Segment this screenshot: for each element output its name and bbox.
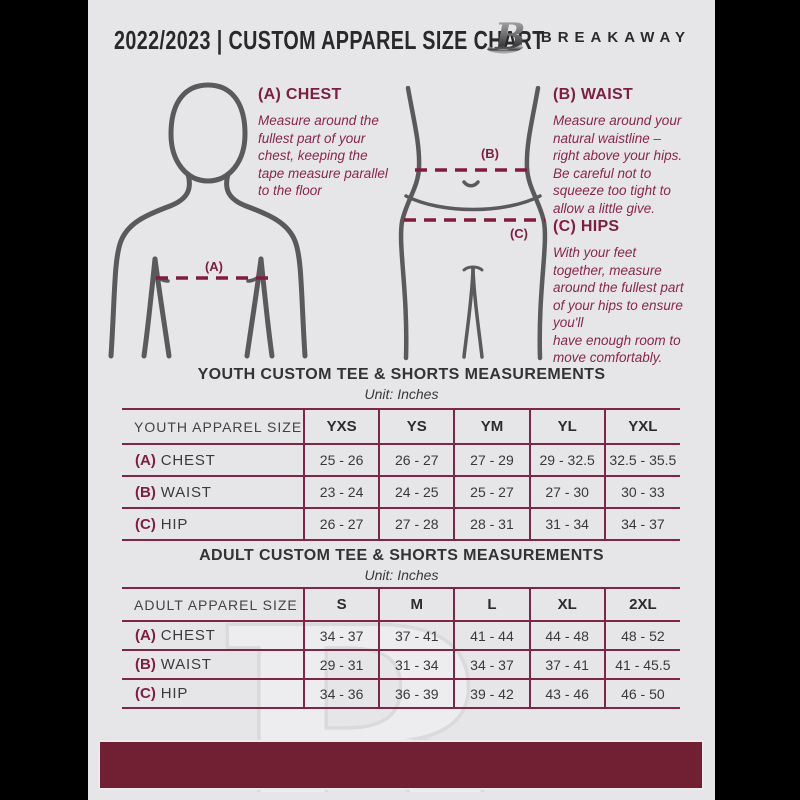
cell-value: 31 - 34: [378, 650, 455, 680]
table-row: (C) HIP 26 - 27 27 - 28 28 - 31 31 - 34 …: [122, 508, 680, 541]
brand-lockup: B BREAKAWAY: [486, 16, 691, 58]
cell-value: 30 - 33: [603, 476, 680, 509]
row-label: WAIST: [160, 656, 212, 673]
cell-value: 32.5 - 35.5: [603, 444, 680, 477]
cell-value: 34 - 37: [453, 650, 530, 680]
table-row: (C) HIP 34 - 36 36 - 39 39 - 42 43 - 46 …: [122, 679, 680, 709]
row-marker: (B): [135, 656, 156, 673]
waist-guide: (B) WAIST Measure around your natural wa…: [553, 86, 713, 217]
chest-marker-label: (A): [205, 259, 223, 274]
hips-guide-title: (C) HIPS: [553, 218, 620, 235]
cell-value: 26 - 27: [378, 444, 455, 477]
size-header: M: [378, 588, 455, 622]
size-header: YM: [453, 409, 530, 445]
cell-value: 26 - 27: [302, 508, 380, 541]
cell-value: 37 - 41: [528, 650, 605, 680]
footer-accent-bar: [98, 740, 704, 790]
cell-value: 27 - 30: [528, 476, 605, 509]
cell-value: 27 - 29: [453, 444, 530, 477]
cell-value: 48 - 52: [603, 621, 680, 651]
cell-value: 34 - 37: [302, 621, 380, 651]
size-header: L: [453, 588, 530, 622]
table-row: (B) WAIST 29 - 31 31 - 34 34 - 37 37 - 4…: [122, 650, 680, 680]
cell-value: 41 - 44: [453, 621, 530, 651]
cell-value: 25 - 26: [302, 444, 380, 477]
cell-value: 34 - 37: [603, 508, 680, 541]
cell-value: 46 - 50: [603, 679, 680, 709]
size-header: YXS: [302, 409, 380, 445]
cell-value: 31 - 34: [528, 508, 605, 541]
youth-table-title: YOUTH CUSTOM TEE & SHORTS MEASUREMENTS: [197, 366, 606, 383]
adult-header-row: ADULT APPAREL SIZE S M L XL 2XL: [122, 588, 680, 622]
chest-guide-description: Measure around the fullest part of your …: [258, 113, 388, 199]
youth-table-unit: Unit: Inches: [364, 386, 439, 402]
breakaway-logo-icon: B: [486, 16, 525, 58]
size-header: YL: [528, 409, 605, 445]
hips-marker-label: (C): [510, 226, 528, 241]
row-label: CHEST: [160, 451, 216, 469]
row-label: HIP: [160, 685, 189, 702]
cell-value: 34 - 36: [302, 679, 380, 709]
chest-guide: (A) CHEST Measure around the fullest par…: [258, 86, 416, 200]
table-row: (A) CHEST 34 - 37 37 - 41 41 - 44 44 - 4…: [122, 621, 680, 651]
cell-value: 36 - 39: [378, 679, 455, 709]
youth-header-row: YOUTH APPAREL SIZE YXS YS YM YL YXL: [122, 409, 680, 445]
row-marker: (B): [135, 483, 156, 501]
adult-header-col: ADULT APPAREL SIZE: [122, 588, 304, 622]
page-title: 2022/2023 | CUSTOM APPAREL SIZE CHART: [114, 25, 545, 55]
cell-value: 41 - 45.5: [603, 650, 680, 680]
cell-value: 24 - 25: [378, 476, 455, 509]
adult-size-table: ADULT APPAREL SIZE S M L XL 2XL (A) CHES…: [122, 587, 680, 709]
waist-marker-label: (B): [481, 146, 499, 161]
waist-guide-title: (B) WAIST: [553, 86, 634, 103]
cell-value: 39 - 42: [453, 679, 530, 709]
lower-body-figure: (B) (C): [398, 86, 548, 361]
cell-value: 29 - 31: [302, 650, 380, 680]
cell-value: 44 - 48: [528, 621, 605, 651]
row-label: HIP: [160, 515, 189, 533]
row-marker: (C): [135, 685, 156, 702]
size-header: YS: [378, 409, 455, 445]
table-row: (B) WAIST 23 - 24 24 - 25 25 - 27 27 - 3…: [122, 476, 680, 509]
document-header: 2022/2023 | CUSTOM APPAREL SIZE CHART B: [88, 0, 715, 70]
adult-table-title: ADULT CUSTOM TEE & SHORTS MEASUREMENTS: [199, 547, 604, 564]
cell-value: 23 - 24: [302, 476, 380, 509]
cell-value: 28 - 31: [453, 508, 530, 541]
youth-header-col: YOUTH APPAREL SIZE: [122, 409, 304, 445]
size-header: S: [302, 588, 380, 622]
size-header: 2XL: [603, 588, 680, 622]
chest-guide-title: (A) CHEST: [258, 86, 342, 103]
size-chart-document: B 2022/2023 | CUSTOM APPAREL SIZE CHART …: [88, 0, 715, 800]
size-header: XL: [528, 588, 605, 622]
brand-name: BREAKAWAY: [540, 28, 691, 46]
adult-table-unit: Unit: Inches: [364, 567, 439, 583]
hips-guide: (C) HIPS With your feet together, measur…: [553, 218, 715, 367]
cell-value: 25 - 27: [453, 476, 530, 509]
cell-value: 37 - 41: [378, 621, 455, 651]
row-marker: (C): [135, 515, 156, 533]
row-label: CHEST: [160, 627, 216, 644]
cell-value: 29 - 32.5: [528, 444, 605, 477]
row-marker: (A): [135, 627, 156, 644]
youth-size-table: YOUTH APPAREL SIZE YXS YS YM YL YXL (A) …: [122, 408, 680, 541]
cell-value: 43 - 46: [528, 679, 605, 709]
size-header: YXL: [603, 409, 680, 445]
table-row: (A) CHEST 25 - 26 26 - 27 27 - 29 29 - 3…: [122, 444, 680, 477]
cell-value: 27 - 28: [378, 508, 455, 541]
row-label: WAIST: [160, 483, 212, 501]
waist-guide-description: Measure around your natural waistline – …: [553, 113, 683, 216]
row-marker: (A): [135, 451, 156, 469]
upper-body-figure: (A): [108, 82, 308, 359]
hips-guide-description: With your feet together, measure around …: [553, 245, 684, 366]
